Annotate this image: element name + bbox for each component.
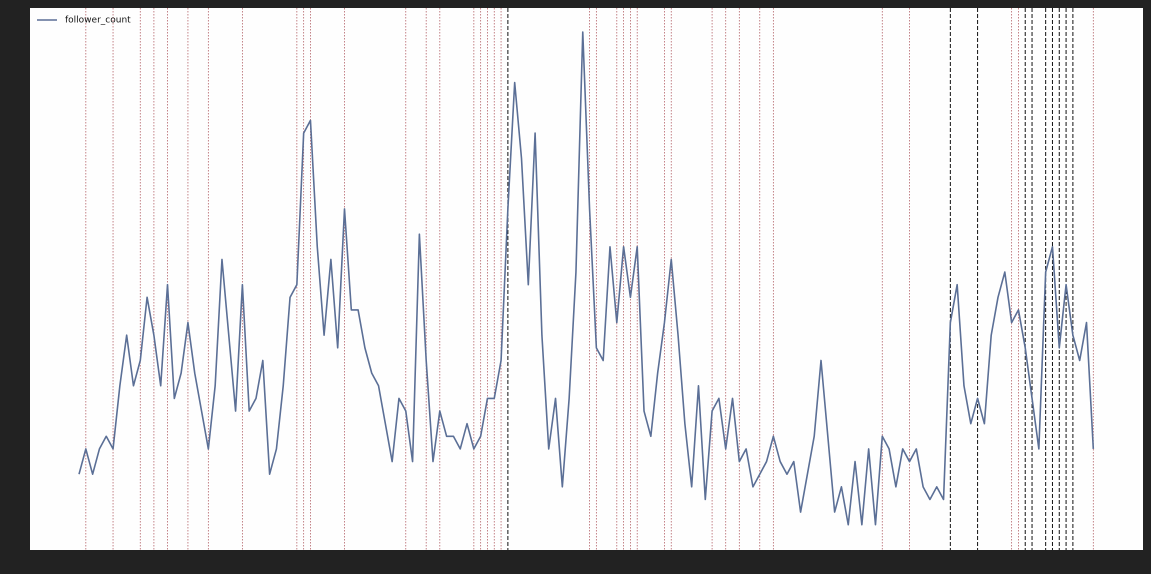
event-lines — [85, 8, 1094, 550]
legend: follower_count — [37, 16, 131, 26]
legend-label: follower_count — [65, 16, 131, 26]
series-line — [78, 31, 1095, 526]
plot-area — [30, 8, 1143, 550]
series-lines — [78, 31, 1095, 526]
